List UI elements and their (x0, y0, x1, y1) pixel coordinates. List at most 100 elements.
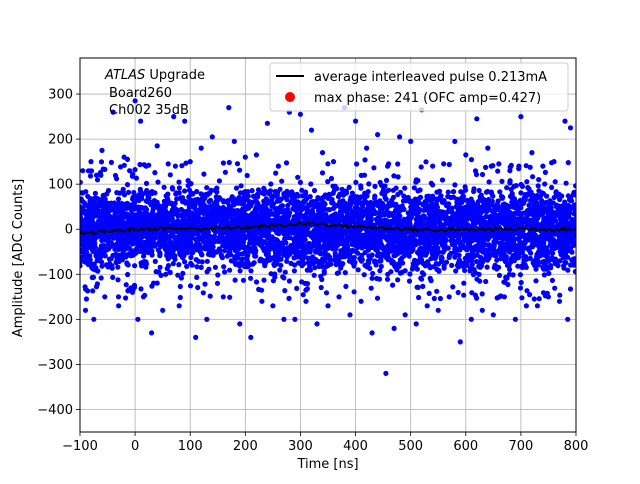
scatter-point (490, 231, 495, 236)
scatter-point (292, 262, 297, 267)
scatter-point (124, 253, 129, 258)
scatter-point (534, 210, 539, 215)
scatter-point (327, 255, 332, 260)
scatter-point (211, 244, 216, 249)
scatter-point (538, 253, 543, 258)
scatter-point (213, 214, 218, 219)
scatter-point (540, 202, 545, 207)
scatter-point (393, 253, 398, 258)
scatter-point (158, 265, 163, 270)
scatter-point (176, 262, 181, 267)
scatter-point (275, 197, 280, 202)
scatter-point (389, 258, 394, 263)
scatter-point (165, 244, 170, 249)
scatter-point (522, 218, 527, 223)
scatter-point (157, 251, 162, 256)
scatter-point (536, 183, 541, 188)
scatter-point (471, 245, 476, 250)
scatter-point (500, 253, 505, 258)
scatter-point (562, 260, 567, 265)
scatter-point (537, 248, 542, 253)
scatter-point (182, 188, 187, 193)
scatter-point (485, 265, 490, 270)
scatter-point (409, 207, 414, 212)
scatter-point (106, 246, 111, 251)
scatter-point (338, 248, 343, 253)
scatter-point (559, 216, 564, 221)
scatter-point (570, 236, 575, 241)
scatter-point (506, 204, 511, 209)
scatter-point (382, 246, 387, 251)
scatter-point (216, 238, 221, 243)
scatter-point (133, 234, 138, 239)
scatter-point (461, 230, 466, 235)
scatter-point (340, 261, 345, 266)
scatter-point (119, 205, 124, 210)
scatter-point (481, 249, 486, 254)
scatter-point (255, 194, 260, 199)
scatter-point (143, 249, 148, 254)
scatter-point (305, 231, 310, 236)
scatter-point (492, 241, 497, 246)
scatter-point (534, 193, 539, 198)
scatter-point (564, 250, 569, 255)
scatter-point (377, 198, 382, 203)
scatter-point (257, 236, 262, 241)
scatter-point (289, 193, 294, 198)
scatter-point (227, 268, 232, 273)
scatter-point (246, 202, 251, 207)
scatter-point (458, 209, 463, 214)
scatter-point (419, 257, 424, 262)
scatter-point (159, 240, 164, 245)
scatter-point (140, 205, 145, 210)
scatter-point (544, 220, 549, 225)
scatter-point (236, 241, 241, 246)
scatter-point (520, 184, 525, 189)
scatter-point (253, 208, 258, 213)
scatter-point (488, 214, 493, 219)
scatter-point (481, 221, 486, 226)
scatter-point (123, 246, 128, 251)
scatter-point (168, 172, 173, 177)
scatter-point (307, 215, 312, 220)
scatter-point (340, 254, 345, 259)
scatter-point (115, 208, 120, 213)
scatter-point (253, 254, 258, 259)
scatter-point (177, 190, 182, 195)
scatter-point (548, 243, 553, 248)
scatter-point (398, 190, 403, 195)
scatter-point (317, 243, 322, 248)
scatter-point (427, 204, 432, 209)
scatter-point (407, 279, 412, 284)
scatter-point (93, 245, 98, 250)
scatter-point (338, 212, 343, 217)
scatter-point (333, 246, 338, 251)
scatter-point (429, 250, 434, 255)
scatter-point (101, 194, 106, 199)
scatter-point (449, 206, 454, 211)
scatter-point (274, 213, 279, 218)
scatter-point (163, 233, 168, 238)
scatter-point (434, 197, 439, 202)
scatter-point (505, 244, 510, 249)
scatter-point (123, 222, 128, 227)
scatter-point (142, 259, 147, 264)
scatter-point (371, 165, 376, 170)
scatter-point (372, 259, 377, 264)
scatter-point (494, 213, 499, 218)
scatter-point (365, 228, 370, 233)
scatter-point (336, 228, 341, 233)
scatter-point (475, 203, 480, 208)
scatter-point (398, 257, 403, 262)
scatter-point (247, 241, 252, 246)
scatter-point (146, 194, 151, 199)
scatter-point (561, 255, 566, 260)
scatter-point (271, 262, 276, 267)
scatter-point (542, 272, 547, 277)
scatter-point (135, 239, 140, 244)
scatter-point (200, 234, 205, 239)
scatter-point (205, 231, 210, 236)
scatter-point (103, 209, 108, 214)
scatter-point (302, 200, 307, 205)
